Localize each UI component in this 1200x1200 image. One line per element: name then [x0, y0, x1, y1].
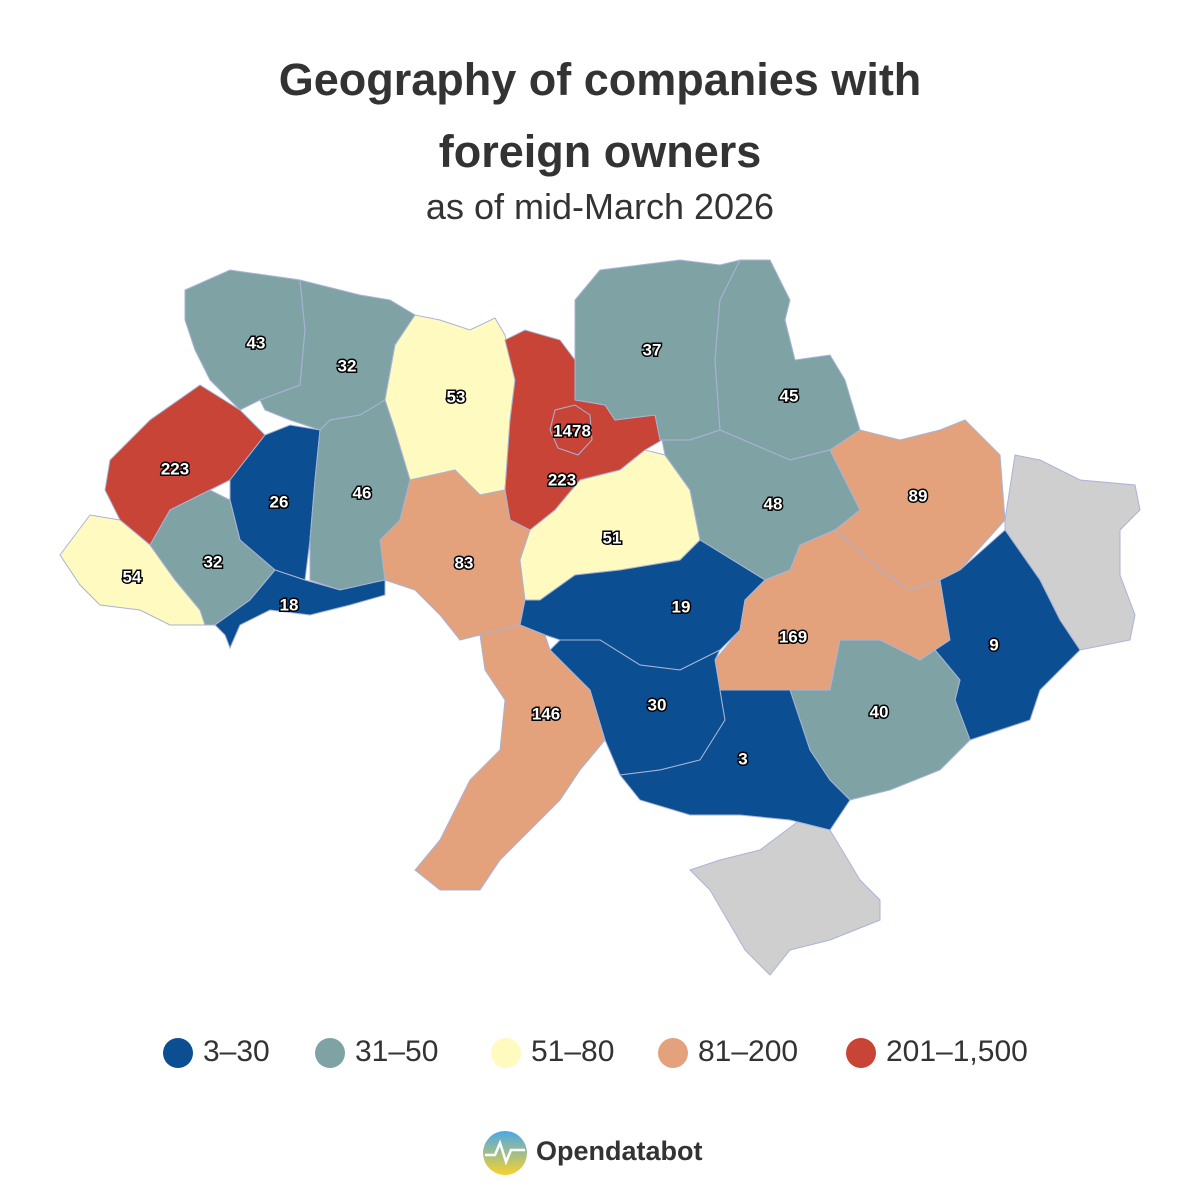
region-label: 53 [447, 387, 466, 406]
region-label: 1478 [553, 421, 591, 440]
region-label: 223 [161, 459, 189, 478]
subtitle: as of mid-March 2026 [425, 186, 775, 227]
region-label: 169 [779, 627, 807, 646]
region-label: 146 [532, 704, 560, 723]
legend-label: 3–30 [203, 1035, 270, 1068]
region [104, 384, 266, 546]
region-label: 45 [780, 386, 799, 405]
legend-swatch [163, 1038, 193, 1068]
title: Geography of companies with foreign owne… [278, 54, 922, 177]
region [714, 259, 861, 461]
region-label: 32 [338, 356, 357, 375]
legend-label: 81–200 [698, 1035, 798, 1068]
region-label: 9 [989, 635, 998, 654]
region-label: 54 [123, 567, 142, 586]
region-label: 26 [270, 492, 289, 511]
legend-label: 31–50 [355, 1035, 438, 1068]
brand-name: Opendatabot [536, 1136, 703, 1166]
legend-swatch [658, 1038, 688, 1068]
region-label: 43 [247, 333, 266, 352]
region [414, 624, 606, 891]
no-data-region [689, 819, 881, 976]
legend-label: 51–80 [531, 1035, 614, 1068]
region-label: 3 [738, 749, 747, 768]
brand-logo: Opendatabot [483, 1131, 703, 1175]
region-label: 223 [548, 470, 576, 489]
region-label: 40 [870, 702, 889, 721]
region-label: 89 [909, 486, 928, 505]
region-label: 30 [648, 695, 667, 714]
region-label: 18 [280, 595, 299, 614]
legend-label: 201–1,500 [886, 1035, 1028, 1068]
region-label: 32 [204, 552, 223, 571]
region-label: 46 [353, 483, 372, 502]
legend-swatch [846, 1038, 876, 1068]
region-label: 51 [603, 528, 622, 547]
region [214, 569, 386, 650]
region-label: 48 [764, 494, 783, 513]
legend-swatch [491, 1038, 521, 1068]
region-label: 19 [672, 597, 691, 616]
region [549, 404, 593, 456]
region-label: 37 [643, 340, 662, 359]
legend-swatch [315, 1038, 345, 1068]
region-label: 83 [455, 553, 474, 572]
region [619, 689, 851, 831]
